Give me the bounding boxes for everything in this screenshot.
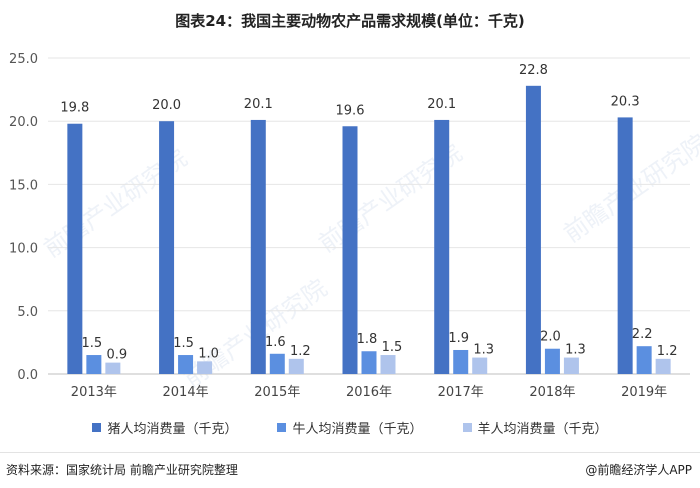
- legend-item-mutton: 羊人均消费量（千克）: [462, 418, 608, 437]
- source-note: 资料来源：国家统计局 前瞻产业研究院整理: [6, 463, 238, 477]
- bar-series2-3: [380, 355, 396, 374]
- data-label-series1-4: 1.9: [448, 331, 469, 346]
- data-label-series2-5: 1.3: [565, 343, 586, 358]
- data-label-series0-6: 20.3: [611, 94, 640, 109]
- bar-series0-5: [525, 85, 541, 375]
- brand-credit: @前瞻经济学人APP: [585, 463, 692, 477]
- bar-series0-1: [159, 121, 175, 374]
- bar-series2-0: [105, 362, 121, 374]
- bar-series2-5: [563, 357, 579, 374]
- grid-lines: [48, 57, 690, 375]
- y-tick-label: 0.0: [17, 368, 38, 383]
- data-label-series0-4: 20.1: [427, 97, 456, 112]
- data-label-series0-1: 20.0: [152, 98, 181, 113]
- bar-series2-6: [655, 358, 671, 374]
- y-axis-ticks: 0.0 5.0 10.0 15.0 20.0 25.0: [9, 52, 38, 383]
- data-label-series0-2: 20.1: [244, 97, 273, 112]
- data-label-series1-5: 2.0: [540, 330, 561, 345]
- bars: [67, 85, 671, 375]
- bar-series1-6: [636, 346, 652, 374]
- x-tick-label: 2014年: [163, 385, 209, 400]
- x-tick-label: 2017年: [438, 385, 484, 400]
- data-label-series2-6: 1.2: [657, 344, 678, 359]
- footer-divider: [0, 452, 700, 453]
- y-tick-label: 25.0: [9, 52, 38, 67]
- bar-series1-5: [544, 348, 560, 374]
- data-label-series2-2: 1.2: [290, 344, 311, 359]
- data-label-series2-3: 1.5: [382, 340, 403, 355]
- legend-swatch-pork: [92, 423, 102, 432]
- data-label-series1-1: 1.5: [173, 336, 194, 351]
- y-tick-label: 10.0: [9, 242, 38, 257]
- x-tick-label: 2019年: [621, 385, 667, 400]
- data-label-series2-0: 0.9: [107, 348, 128, 363]
- x-tick-label: 2015年: [254, 385, 300, 400]
- bar-series0-3: [342, 126, 358, 374]
- x-tick-label: 2016年: [346, 385, 392, 400]
- legend-item-pork: 猪人均消费量（千克）: [92, 418, 237, 437]
- data-label-series0-3: 19.6: [336, 103, 365, 118]
- legend: 猪人均消费量（千克） 牛人均消费量（千克） 羊人均消费量（千克）: [0, 418, 700, 437]
- bar-chart: 前瞻产业研究院前瞻产业研究院前瞻产业研究院前瞻产业研究院 0.05.010.01…: [9, 52, 700, 400]
- bar-series1-3: [361, 351, 377, 374]
- legend-label-beef: 牛人均消费量（千克）: [292, 422, 423, 437]
- y-tick-label: 20.0: [9, 115, 38, 130]
- x-axis-ticks: 2013年 2014年 2015年 2016年 2017年 2018年 2019年: [71, 385, 667, 400]
- data-label-series2-4: 1.3: [473, 343, 494, 358]
- x-tick-label: 2013年: [71, 385, 117, 400]
- y-tick-label: 5.0: [17, 305, 38, 320]
- data-label-series0-5: 22.8: [519, 63, 548, 78]
- legend-item-beef: 牛人均消费量（千克）: [277, 418, 423, 437]
- bar-series2-1: [197, 361, 213, 374]
- bar-series0-4: [434, 119, 450, 374]
- data-label-series1-2: 1.6: [265, 335, 286, 350]
- data-label-series2-1: 1.0: [198, 346, 219, 361]
- bar-series2-2: [288, 358, 304, 374]
- legend-swatch-beef: [277, 423, 287, 432]
- bar-series2-4: [472, 357, 488, 374]
- data-label-series0-0: 19.8: [60, 101, 89, 116]
- bar-series1-2: [269, 353, 285, 374]
- data-labels: 19.8 1.5 0.9 20.0 1.5 1.0 20.1 1.6 1.2 19.6 1.8 1.5…: [60, 63, 677, 363]
- data-label-series1-0: 1.5: [82, 336, 103, 351]
- bar-series1-0: [86, 355, 102, 374]
- bar-series0-0: [67, 123, 83, 374]
- bar-series1-4: [453, 349, 469, 374]
- data-label-series1-3: 1.8: [357, 332, 378, 347]
- x-tick-label: 2018年: [529, 385, 575, 400]
- bar-series1-1: [178, 355, 194, 374]
- chart-title: 图表24：我国主要动物农产品需求规模(单位：千克): [175, 12, 525, 30]
- legend-label-pork: 猪人均消费量（千克）: [107, 422, 238, 437]
- bar-series0-2: [250, 119, 266, 374]
- y-tick-label: 15.0: [9, 178, 38, 193]
- legend-swatch-mutton: [462, 423, 472, 432]
- bar-series0-6: [617, 117, 633, 375]
- data-label-series1-6: 2.2: [632, 327, 653, 342]
- legend-label-mutton: 羊人均消费量（千克）: [477, 422, 608, 437]
